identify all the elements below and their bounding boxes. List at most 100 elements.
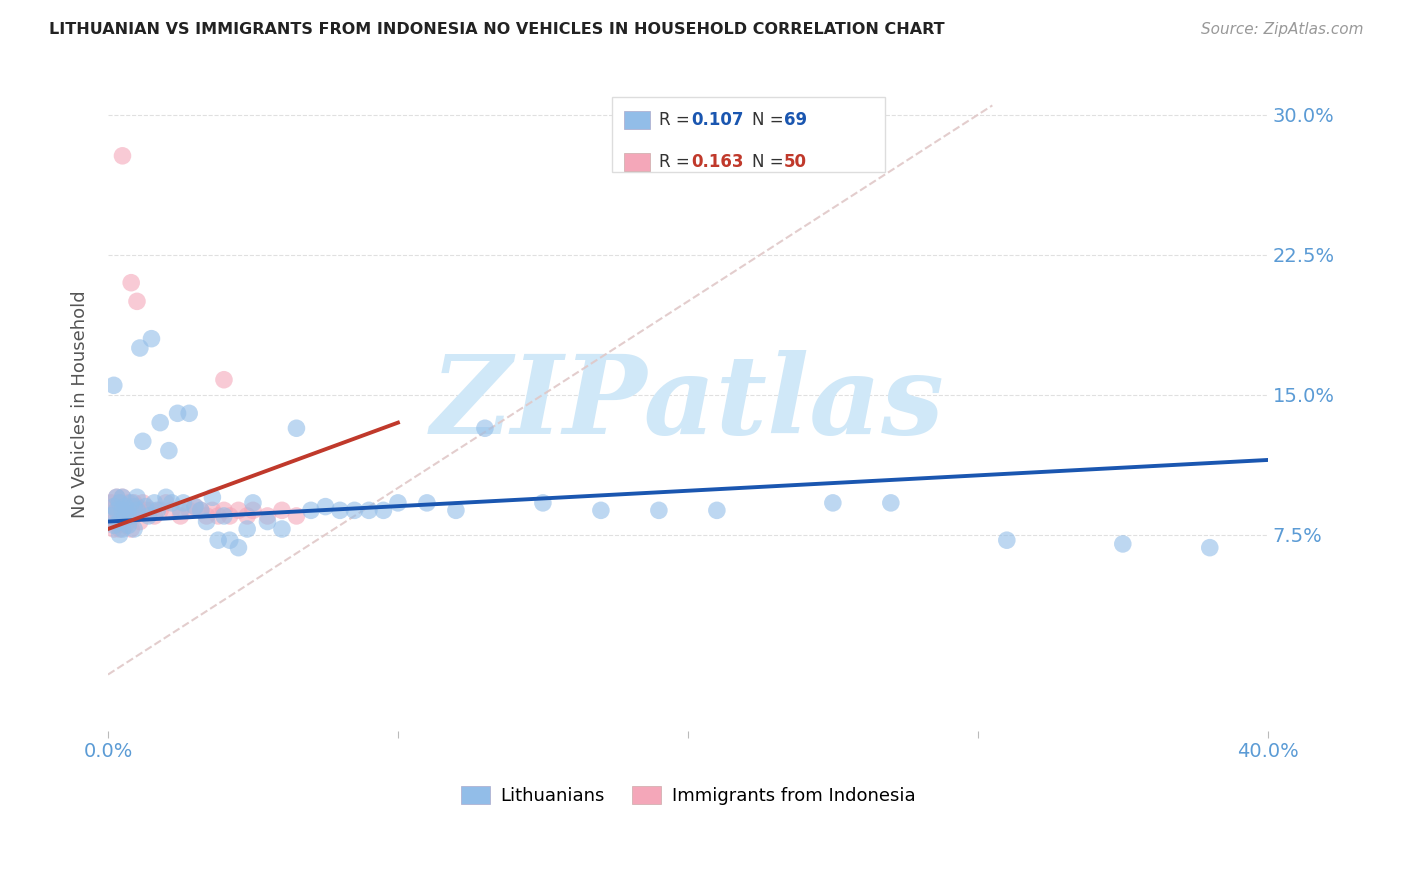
Point bbox=[125, 490, 148, 504]
Point bbox=[120, 276, 142, 290]
Point bbox=[1198, 541, 1220, 555]
Point bbox=[184, 500, 207, 514]
Point bbox=[212, 508, 235, 523]
Point bbox=[314, 500, 336, 514]
Point bbox=[228, 503, 250, 517]
Text: LITHUANIAN VS IMMIGRANTS FROM INDONESIA NO VEHICLES IN HOUSEHOLD CORRELATION CHA: LITHUANIAN VS IMMIGRANTS FROM INDONESIA … bbox=[49, 22, 945, 37]
Point bbox=[143, 508, 166, 523]
FancyBboxPatch shape bbox=[613, 97, 884, 172]
Point bbox=[114, 518, 136, 533]
Point bbox=[105, 503, 128, 517]
Point bbox=[117, 503, 139, 517]
Point bbox=[114, 500, 136, 514]
Point bbox=[141, 503, 163, 517]
Point bbox=[242, 496, 264, 510]
Point bbox=[122, 496, 145, 510]
Point bbox=[120, 496, 142, 510]
Point bbox=[190, 503, 212, 517]
Text: R =: R = bbox=[659, 111, 695, 128]
Point bbox=[117, 496, 139, 510]
Point bbox=[111, 490, 134, 504]
Text: N =: N = bbox=[752, 111, 789, 128]
Point bbox=[108, 515, 131, 529]
Point bbox=[128, 341, 150, 355]
Point bbox=[474, 421, 496, 435]
Point bbox=[236, 508, 259, 523]
Point bbox=[201, 490, 224, 504]
Point bbox=[212, 503, 235, 517]
Point bbox=[271, 522, 294, 536]
Point bbox=[111, 149, 134, 163]
Point bbox=[256, 508, 278, 523]
Legend: Lithuanians, Immigrants from Indonesia: Lithuanians, Immigrants from Indonesia bbox=[453, 779, 922, 813]
Point bbox=[111, 503, 134, 517]
Point bbox=[201, 503, 224, 517]
Point bbox=[299, 503, 322, 517]
Point bbox=[120, 503, 142, 517]
Point bbox=[122, 500, 145, 514]
Point bbox=[135, 500, 157, 514]
Point bbox=[160, 503, 183, 517]
Point bbox=[995, 533, 1018, 548]
Point bbox=[138, 508, 160, 523]
Point bbox=[218, 533, 240, 548]
Point bbox=[100, 496, 122, 510]
Text: ZIPatlas: ZIPatlas bbox=[432, 351, 945, 458]
Point bbox=[155, 490, 177, 504]
Point bbox=[387, 496, 409, 510]
Point bbox=[122, 522, 145, 536]
Point bbox=[120, 508, 142, 523]
Point bbox=[155, 496, 177, 510]
Point bbox=[329, 503, 352, 517]
FancyBboxPatch shape bbox=[624, 153, 650, 171]
Point bbox=[103, 518, 125, 533]
Text: 0.107: 0.107 bbox=[692, 111, 744, 128]
Point bbox=[146, 503, 169, 517]
Point bbox=[179, 406, 201, 420]
Point bbox=[117, 508, 139, 523]
Point bbox=[111, 490, 134, 504]
Point bbox=[125, 503, 148, 517]
Point bbox=[195, 508, 218, 523]
Point bbox=[117, 518, 139, 533]
Text: 69: 69 bbox=[785, 111, 807, 128]
Point bbox=[135, 503, 157, 517]
Text: R =: R = bbox=[659, 153, 695, 171]
Point bbox=[108, 503, 131, 517]
Point bbox=[190, 503, 212, 517]
Point bbox=[531, 496, 554, 510]
Point bbox=[108, 496, 131, 510]
Point bbox=[1112, 537, 1135, 551]
Point bbox=[114, 508, 136, 523]
Point bbox=[821, 496, 844, 510]
Point bbox=[108, 522, 131, 536]
Point bbox=[706, 503, 728, 517]
Point bbox=[141, 332, 163, 346]
Point bbox=[120, 522, 142, 536]
Point bbox=[343, 503, 366, 517]
Point bbox=[103, 500, 125, 514]
Point bbox=[114, 503, 136, 517]
Point bbox=[103, 522, 125, 536]
Point bbox=[105, 490, 128, 504]
Text: 0.163: 0.163 bbox=[692, 153, 744, 171]
Point bbox=[256, 515, 278, 529]
Point bbox=[172, 496, 194, 510]
Point bbox=[184, 500, 207, 514]
Point bbox=[149, 416, 172, 430]
Point bbox=[100, 508, 122, 523]
Point bbox=[169, 508, 191, 523]
Point bbox=[128, 515, 150, 529]
Point bbox=[236, 522, 259, 536]
Point bbox=[149, 503, 172, 517]
Point bbox=[169, 503, 191, 517]
Point bbox=[589, 503, 612, 517]
Point bbox=[166, 406, 188, 420]
Point bbox=[108, 527, 131, 541]
Point bbox=[122, 508, 145, 523]
Point bbox=[444, 503, 467, 517]
Y-axis label: No Vehicles in Household: No Vehicles in Household bbox=[72, 290, 89, 517]
Point bbox=[105, 503, 128, 517]
Point bbox=[132, 496, 155, 510]
Point bbox=[880, 496, 903, 510]
